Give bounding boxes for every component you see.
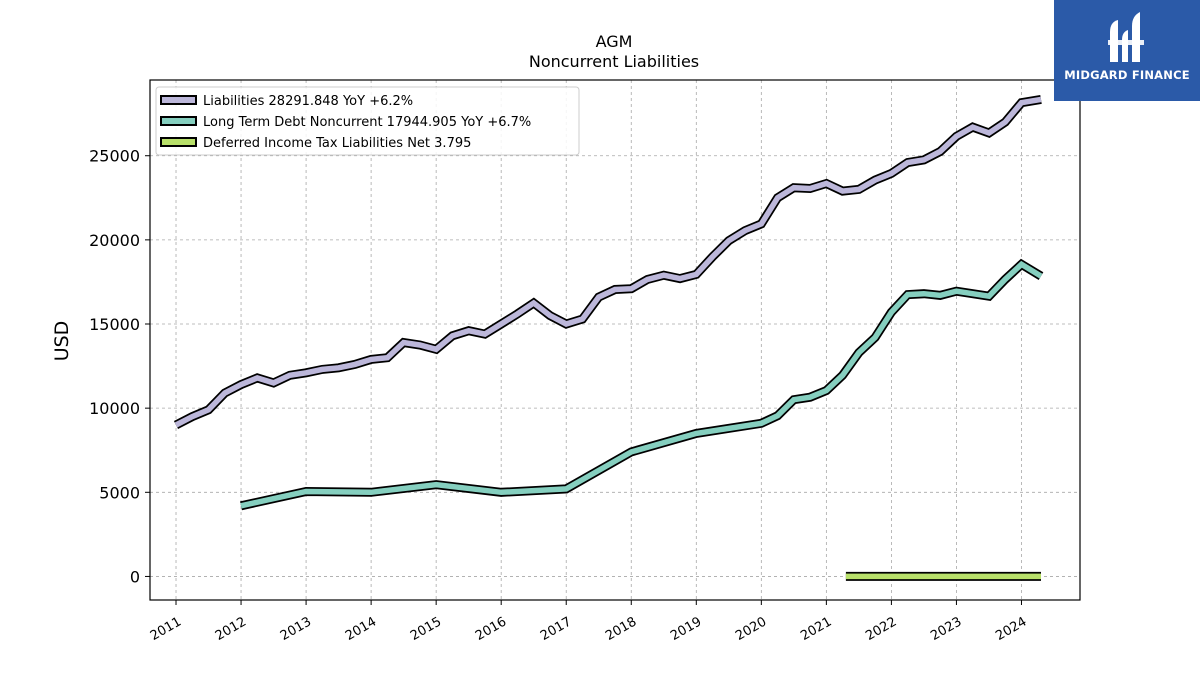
grid <box>150 80 1080 600</box>
chart-title: AGM <box>596 32 633 51</box>
series-line-outline <box>240 258 1044 511</box>
legend-swatch <box>160 95 197 105</box>
legend-label: Deferred Income Tax Liabilities Net 3.79… <box>203 136 471 151</box>
legend-swatch <box>160 137 197 147</box>
x-tick-label: 2013 <box>278 614 314 644</box>
x-tick-label: 2021 <box>798 614 834 644</box>
x-tick-label: 2024 <box>993 614 1029 644</box>
legend-item: Long Term Debt Noncurrent 17944.905 YoY … <box>160 115 531 130</box>
chart-subtitle: Noncurrent Liabilities <box>529 52 699 71</box>
x-tick-label: 2011 <box>148 614 184 644</box>
x-tick-label: 2019 <box>668 614 704 644</box>
y-tick-label: 5000 <box>99 483 140 502</box>
logo-text: MIDGARD FINANCE <box>1064 68 1190 82</box>
x-tick-label: 2023 <box>928 614 964 644</box>
legend-item: Deferred Income Tax Liabilities Net 3.79… <box>160 136 471 151</box>
plot-area <box>149 79 1081 601</box>
y-tick-label: 10000 <box>89 399 140 418</box>
x-tick-label: 2020 <box>733 614 769 644</box>
y-tick-label: 0 <box>130 567 140 586</box>
logo: MIDGARD FINANCE <box>1054 0 1200 101</box>
series-3 <box>845 571 1041 581</box>
legend-label: Liabilities 28291.848 YoY +6.2% <box>203 94 413 109</box>
x-tick-label: 2022 <box>863 614 899 644</box>
x-tick-label: 2015 <box>408 614 444 644</box>
series-layer <box>173 94 1044 581</box>
legend-item: Liabilities 28291.848 YoY +6.2% <box>160 94 413 109</box>
series-line <box>174 96 1042 428</box>
series-2 <box>240 258 1044 511</box>
y-tick-label: 15000 <box>89 315 140 334</box>
y-tick-label: 25000 <box>89 147 140 166</box>
x-tick-label: 2014 <box>343 614 379 644</box>
x-tick-label: 2016 <box>473 614 509 644</box>
axis-ticks: 0 5000 10000 15000 20000 25000 2011 2012 2013 201… <box>89 147 1029 644</box>
midgard-logo-mark <box>1108 12 1144 62</box>
legend-label: Long Term Debt Noncurrent 17944.905 YoY … <box>203 115 531 130</box>
legend-frame <box>155 86 580 156</box>
legend: Liabilities 28291.848 YoY +6.2% Long Term… <box>155 86 580 156</box>
x-tick-label: 2017 <box>538 614 574 644</box>
y-axis-label: USD <box>51 321 73 362</box>
x-tick-label: 2018 <box>603 614 639 644</box>
series-1 <box>173 94 1042 430</box>
legend-swatch <box>160 116 197 126</box>
y-tick-label: 20000 <box>89 231 140 250</box>
series-line <box>240 260 1043 509</box>
x-tick-label: 2012 <box>213 614 249 644</box>
